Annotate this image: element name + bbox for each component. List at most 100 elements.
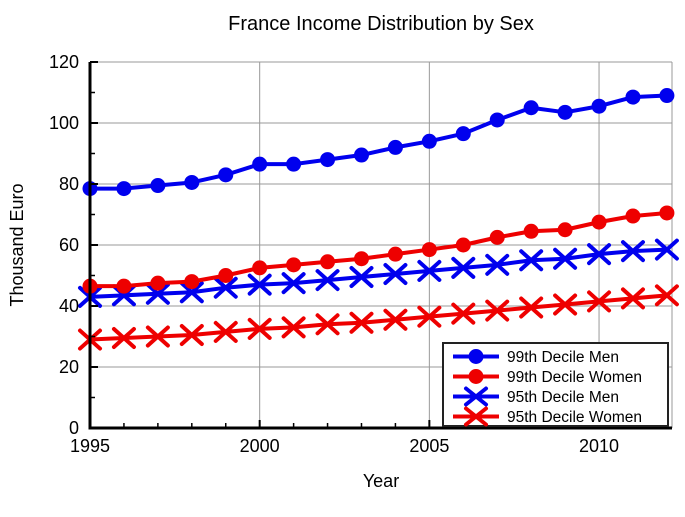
data-point-x [247, 317, 272, 340]
data-point-x [315, 269, 340, 292]
data-point-x [349, 266, 374, 289]
data-point-x [281, 272, 306, 295]
data-point-x [451, 302, 476, 325]
data-point-circle [523, 100, 539, 116]
data-point-circle [625, 89, 641, 105]
legend-label: 95th Decile Men [507, 389, 619, 406]
data-point-circle [116, 278, 132, 294]
data-point-x [213, 320, 238, 343]
data-point-x [587, 290, 612, 313]
data-point-x [247, 273, 272, 296]
data-point-circle [320, 254, 336, 270]
data-point-circle [353, 251, 369, 267]
data-point-x [519, 296, 544, 319]
data-point-x [451, 256, 476, 279]
legend-label: 95th Decile Women [507, 409, 642, 426]
data-point-x [315, 313, 340, 336]
y-tick-label: 100 [49, 113, 79, 133]
data-point-circle [421, 242, 437, 258]
data-point-circle [659, 88, 675, 104]
legend-item-95th-decile-men: 95th Decile Men [453, 386, 619, 407]
y-tick-label: 60 [59, 235, 79, 255]
tick-labels: 0 20 40 60 80 100 120 1995 2000 2005 2010 [49, 52, 619, 456]
legend-marker-x [464, 386, 488, 407]
data-point-circle [489, 229, 505, 245]
data-point-x [485, 253, 510, 276]
data-point-circle [557, 104, 573, 120]
data-point-circle [387, 246, 403, 262]
data-point-circle [184, 174, 200, 190]
legend-label: 99th Decile Men [507, 349, 619, 366]
data-point-circle [150, 275, 166, 291]
data-point-circle [557, 222, 573, 238]
y-tick-label: 80 [59, 174, 79, 194]
data-point-circle [591, 214, 607, 230]
data-point-circle [353, 147, 369, 163]
data-point-x [281, 316, 306, 339]
legend-marker-circle [468, 349, 484, 364]
data-point-x [145, 282, 170, 305]
data-point-x [349, 311, 374, 334]
series-line [89, 247, 667, 299]
data-point-x [111, 327, 136, 350]
x-tick-label: 1995 [70, 436, 110, 456]
data-point-x [383, 262, 408, 285]
data-point-circle [421, 133, 437, 149]
legend-item-99th-decile-women: 99th Decile Women [453, 369, 642, 386]
data-point-x [145, 325, 170, 348]
data-point-circle [591, 98, 607, 114]
x-tick-label: 2010 [579, 436, 619, 456]
data-point-circle [116, 181, 132, 197]
chart-title: France Income Distribution by Sex [228, 13, 534, 35]
data-point-circle [218, 268, 234, 283]
data-point-x [587, 243, 612, 266]
data-point-circle [523, 223, 539, 239]
data-point-x [179, 323, 204, 346]
data-point-circle [286, 156, 302, 172]
x-tick-label: 2000 [240, 436, 280, 456]
data-point-circle [252, 260, 268, 276]
y-axis-label: Thousand Euro [7, 183, 27, 306]
data-point-circle [387, 139, 403, 155]
data-point-x [654, 284, 679, 307]
data-point-circle [455, 237, 471, 253]
series-line [89, 293, 668, 342]
legend: 99th Decile Men 99th Decile Women 95th Dec… [442, 342, 669, 427]
data-point-circle [252, 156, 268, 172]
y-tick-label: 0 [69, 418, 79, 438]
data-point-circle [489, 112, 505, 128]
series-99th-decile-women [82, 205, 675, 294]
x-axis-label: Year [363, 471, 399, 491]
data-point-x [417, 259, 442, 282]
data-point-x [417, 305, 442, 328]
legend-item-95th-decile-women: 95th Decile Women [453, 406, 642, 427]
data-point-x [383, 308, 408, 331]
legend-marker-x [464, 406, 488, 427]
x-tick-label: 2005 [409, 436, 449, 456]
data-point-x [620, 240, 645, 263]
data-point-circle [150, 178, 166, 194]
legend-item-99th-decile-men: 99th Decile Men [453, 349, 619, 366]
data-point-x [553, 293, 578, 316]
data-point-circle [625, 208, 641, 224]
y-tick-label: 20 [59, 357, 79, 377]
y-tick-label: 40 [59, 296, 79, 316]
legend-label: 99th Decile Women [507, 369, 642, 386]
series-95th-decile-women [78, 284, 679, 351]
data-point-circle [320, 152, 336, 168]
data-point-x [654, 238, 679, 261]
data-point-x [620, 287, 645, 310]
data-point-circle [184, 274, 200, 290]
data-point-x [485, 299, 510, 322]
legend-marker-circle [468, 369, 484, 384]
y-tick-label: 120 [49, 52, 79, 72]
data-point-circle [455, 126, 471, 142]
data-point-x [519, 249, 544, 272]
data-point-circle [659, 205, 675, 221]
data-point-x [553, 247, 578, 270]
series-95th-decile-men [78, 238, 679, 308]
data-point-circle [218, 167, 234, 183]
data-point-x [213, 276, 238, 299]
